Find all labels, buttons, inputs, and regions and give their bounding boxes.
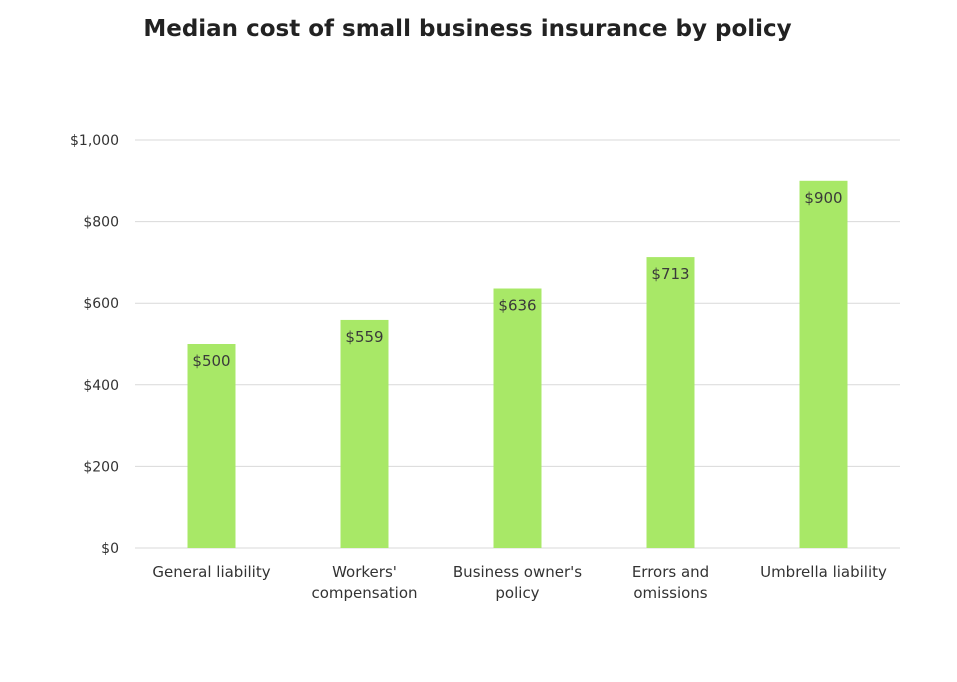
- y-tick-label: $600: [83, 296, 119, 312]
- data-label: $713: [651, 265, 689, 283]
- y-tick-label: $200: [83, 459, 119, 475]
- x-tick-label: policy: [495, 584, 539, 602]
- data-label: $559: [345, 328, 383, 346]
- bar: [493, 288, 542, 548]
- chart-title: Median cost of small business insurance …: [143, 16, 792, 42]
- bar: [646, 257, 695, 548]
- x-tick-label: omissions: [633, 584, 707, 602]
- x-tick-label: Business owner's: [453, 563, 582, 581]
- bar: [187, 344, 236, 548]
- x-tick-label: Errors and: [632, 563, 709, 581]
- bar: [340, 319, 389, 548]
- y-tick-label: $1,000: [70, 133, 119, 149]
- y-tick-label: $800: [83, 215, 119, 231]
- y-tick-label: $0: [101, 541, 119, 557]
- data-label: $500: [192, 352, 230, 370]
- x-tick-label: Umbrella liability: [760, 563, 887, 581]
- bar: [799, 180, 848, 549]
- x-tick-label: General liability: [152, 563, 270, 581]
- x-tick-label: Workers': [332, 563, 397, 581]
- y-tick-label: $400: [83, 378, 119, 394]
- x-tick-label: compensation: [311, 584, 417, 602]
- data-label: $636: [498, 297, 536, 315]
- data-label: $900: [804, 189, 842, 207]
